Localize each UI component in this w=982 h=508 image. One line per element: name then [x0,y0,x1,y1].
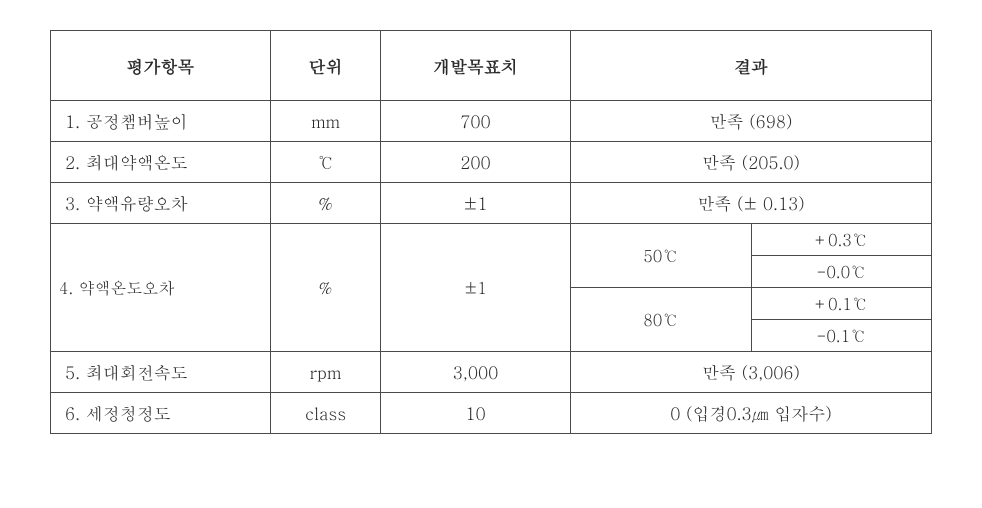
cell-unit: % [271,224,381,352]
cell-unit: rpm [271,352,381,393]
cell-unit: % [271,183,381,224]
header-target: 개발목표치 [381,31,571,101]
cell-result: 0 (입경0.3㎛ 입자수) [571,393,932,434]
table-row: 4. 약액온도오차 % ±1 50℃ +0.3℃ [51,224,932,256]
cell-result: 만족 (3,006) [571,352,932,393]
cell-sub-val: -0.1℃ [751,320,932,352]
header-unit: 단위 [271,31,381,101]
cell-target: 700 [381,101,571,142]
table-row: 6. 세정청정도 class 10 0 (입경0.3㎛ 입자수) [51,393,932,434]
cell-target: ±1 [381,224,571,352]
cell-item: 1. 공정챔버높이 [51,101,271,142]
cell-result: 만족 (698) [571,101,932,142]
cell-unit: mm [271,101,381,142]
header-item: 평가항목 [51,31,271,101]
evaluation-table: 평가항목 단위 개발목표치 결과 1. 공정챔버높이 mm 700 만족 (69… [50,30,932,434]
table-row: 2. 최대약액온도 ℃ 200 만족 (205.0) [51,142,932,183]
cell-target: 200 [381,142,571,183]
cell-item: 2. 최대약액온도 [51,142,271,183]
cell-target: 3,000 [381,352,571,393]
table-row: 5. 최대회전속도 rpm 3,000 만족 (3,006) [51,352,932,393]
cell-unit: class [271,393,381,434]
cell-sub-cond: 50℃ [571,224,752,288]
cell-result: 만족 (± 0.13) [571,183,932,224]
cell-unit: ℃ [271,142,381,183]
cell-item: 5. 최대회전속도 [51,352,271,393]
cell-result: 만족 (205.0) [571,142,932,183]
cell-sub-val: +0.3℃ [751,224,932,256]
header-result: 결과 [571,31,932,101]
cell-target: ±1 [381,183,571,224]
cell-sub-val: -0.0℃ [751,256,932,288]
cell-target: 10 [381,393,571,434]
cell-item: 6. 세정청정도 [51,393,271,434]
cell-sub-cond: 80℃ [571,288,752,352]
table-row: 3. 약액유량오차 % ±1 만족 (± 0.13) [51,183,932,224]
table-row: 1. 공정챔버높이 mm 700 만족 (698) [51,101,932,142]
table-header-row: 평가항목 단위 개발목표치 결과 [51,31,932,101]
cell-item: 3. 약액유량오차 [51,183,271,224]
cell-item: 4. 약액온도오차 [51,224,271,352]
cell-sub-val: +0.1℃ [751,288,932,320]
